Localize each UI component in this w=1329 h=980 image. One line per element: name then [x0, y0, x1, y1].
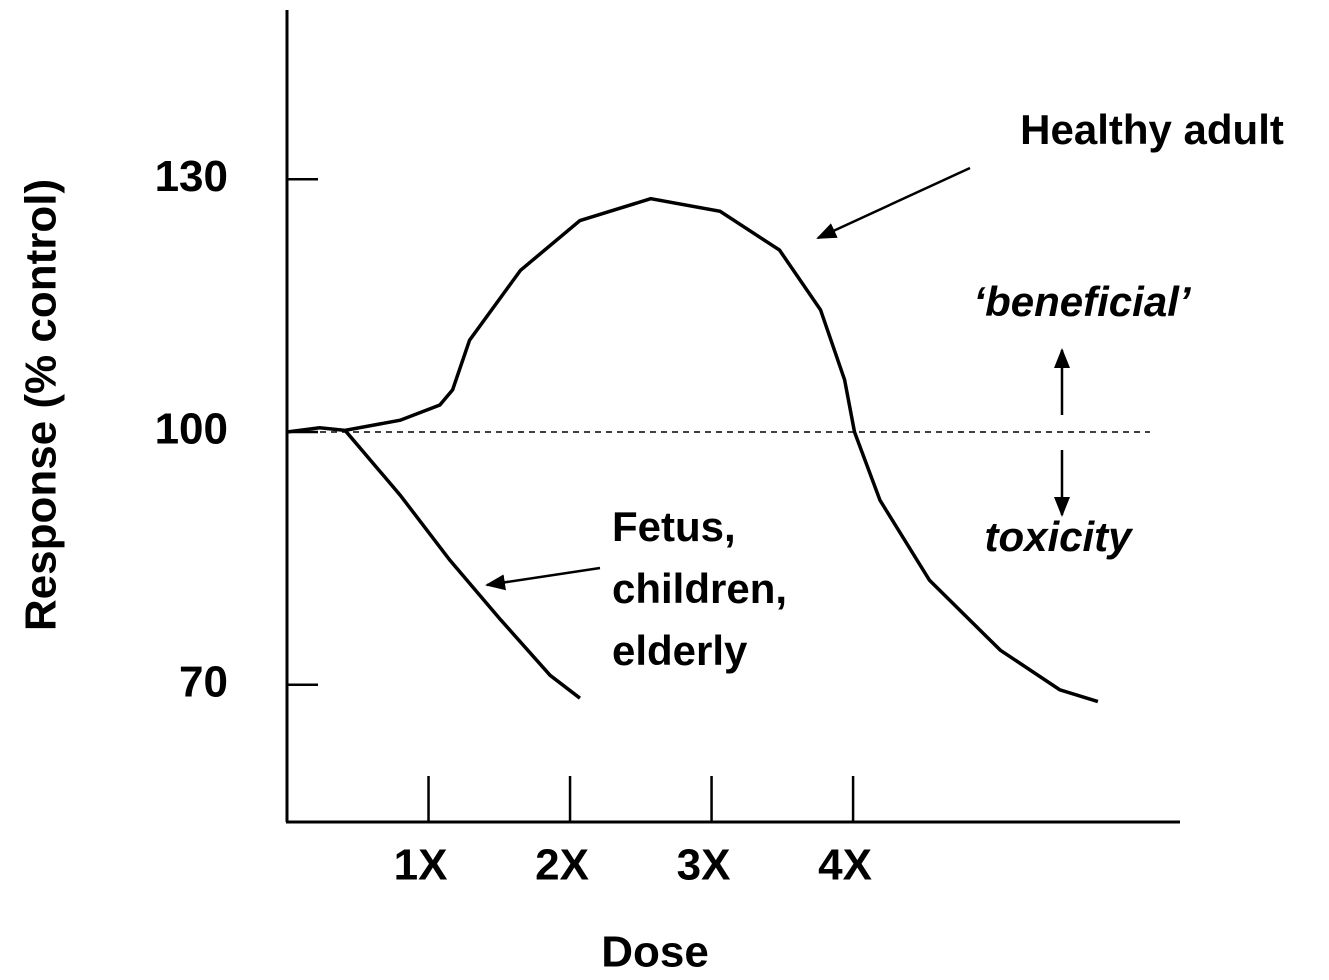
annotation: children,	[612, 565, 787, 612]
annotation: Healthy adult	[1020, 106, 1284, 153]
annotation: elderly	[612, 627, 748, 674]
x-axis-label: Dose	[601, 928, 709, 977]
x-tick-label: 2X	[535, 841, 589, 890]
y-tick-label: 100	[155, 405, 228, 454]
x-tick-label: 4X	[818, 841, 872, 890]
line	[343, 429, 582, 700]
annotation: toxicity	[984, 513, 1134, 560]
annotation: ‘beneficial’	[973, 278, 1191, 325]
y-axis-label: Response (% control)	[17, 179, 66, 631]
arrow	[816, 166, 971, 240]
arrow	[485, 566, 601, 591]
line	[286, 196, 1099, 704]
y-tick-label: 130	[155, 152, 228, 201]
y-tick-label: 70	[179, 657, 228, 706]
annotation: Fetus,	[612, 503, 736, 550]
x-tick-label: 3X	[677, 841, 731, 890]
x-tick-label: 1X	[394, 841, 448, 890]
